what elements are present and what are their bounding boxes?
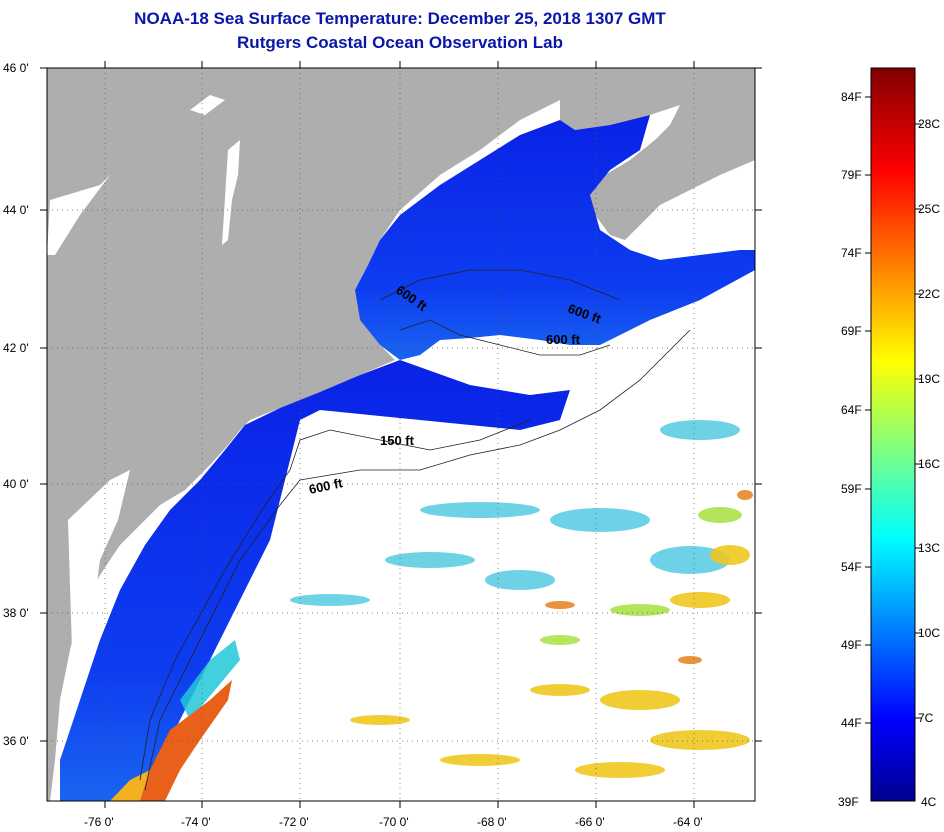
colorbar-c-label: 7C [918, 711, 934, 725]
map-frame [46, 67, 756, 802]
lat-label: 40 0' [3, 477, 29, 491]
lat-label: 42 0' [3, 341, 29, 355]
lon-label: -66 0' [575, 815, 605, 829]
lon-label: -72 0' [279, 815, 309, 829]
colorbar-c-label: 22C [918, 287, 940, 301]
colorbar-f-label: 59F [841, 482, 862, 496]
map-plot: 600 ft 600 ft 600 ft 150 ft 600 ft [47, 68, 755, 801]
contour-label-5: 600 ft [308, 475, 345, 497]
colorbar-c-label: 13C [918, 541, 940, 555]
graticule [47, 68, 755, 801]
axis-ticks [40, 61, 762, 808]
land-mainland [47, 68, 560, 801]
colorbar-f-label: 69F [841, 324, 862, 338]
colorbar-f-label: 79F [841, 168, 862, 182]
land-cape-breton [700, 68, 755, 150]
colorbar-c-label: 16C [918, 457, 940, 471]
colorbar-f-label: 64F [841, 403, 862, 417]
lon-label: -76 0' [84, 815, 114, 829]
contour-label-3: 600 ft [546, 332, 581, 347]
land-nova-scotia [560, 68, 755, 240]
colorbar-f-label: 49F [841, 638, 862, 652]
colorbar-c-label: 25C [918, 202, 940, 216]
lat-label: 38 0' [3, 606, 29, 620]
colorbar-f-label: 74F [841, 246, 862, 260]
colorbar-f-label: 54F [841, 560, 862, 574]
colorbar-f-label: 44F [841, 716, 862, 730]
gulf-stream [180, 640, 240, 720]
bathymetry-contours [139, 269, 691, 791]
map-title: NOAA-18 Sea Surface Temperature: Decembe… [134, 9, 666, 28]
lon-label: -74 0' [181, 815, 211, 829]
lon-label: -68 0' [477, 815, 507, 829]
lat-label: 36 0' [3, 734, 29, 748]
map-subtitle: Rutgers Coastal Ocean Observation Lab [237, 33, 563, 52]
colorbar-f-label: 39F [838, 795, 859, 809]
colorbar-c-label: 19C [918, 372, 940, 386]
contour-label-4: 150 ft [380, 433, 415, 448]
colorbar [870, 67, 916, 802]
colorbar-c-label: 28C [918, 117, 940, 131]
shelf-water [355, 115, 755, 360]
colorbar-c-label: 4C [921, 795, 937, 809]
lat-label: 46 0' [3, 61, 29, 75]
lon-label: -70 0' [379, 815, 409, 829]
colorbar-c-label: 10C [918, 626, 940, 640]
colorbar-f-label: 84F [841, 90, 862, 104]
lon-label: -64 0' [673, 815, 703, 829]
lat-label: 44 0' [3, 203, 29, 217]
